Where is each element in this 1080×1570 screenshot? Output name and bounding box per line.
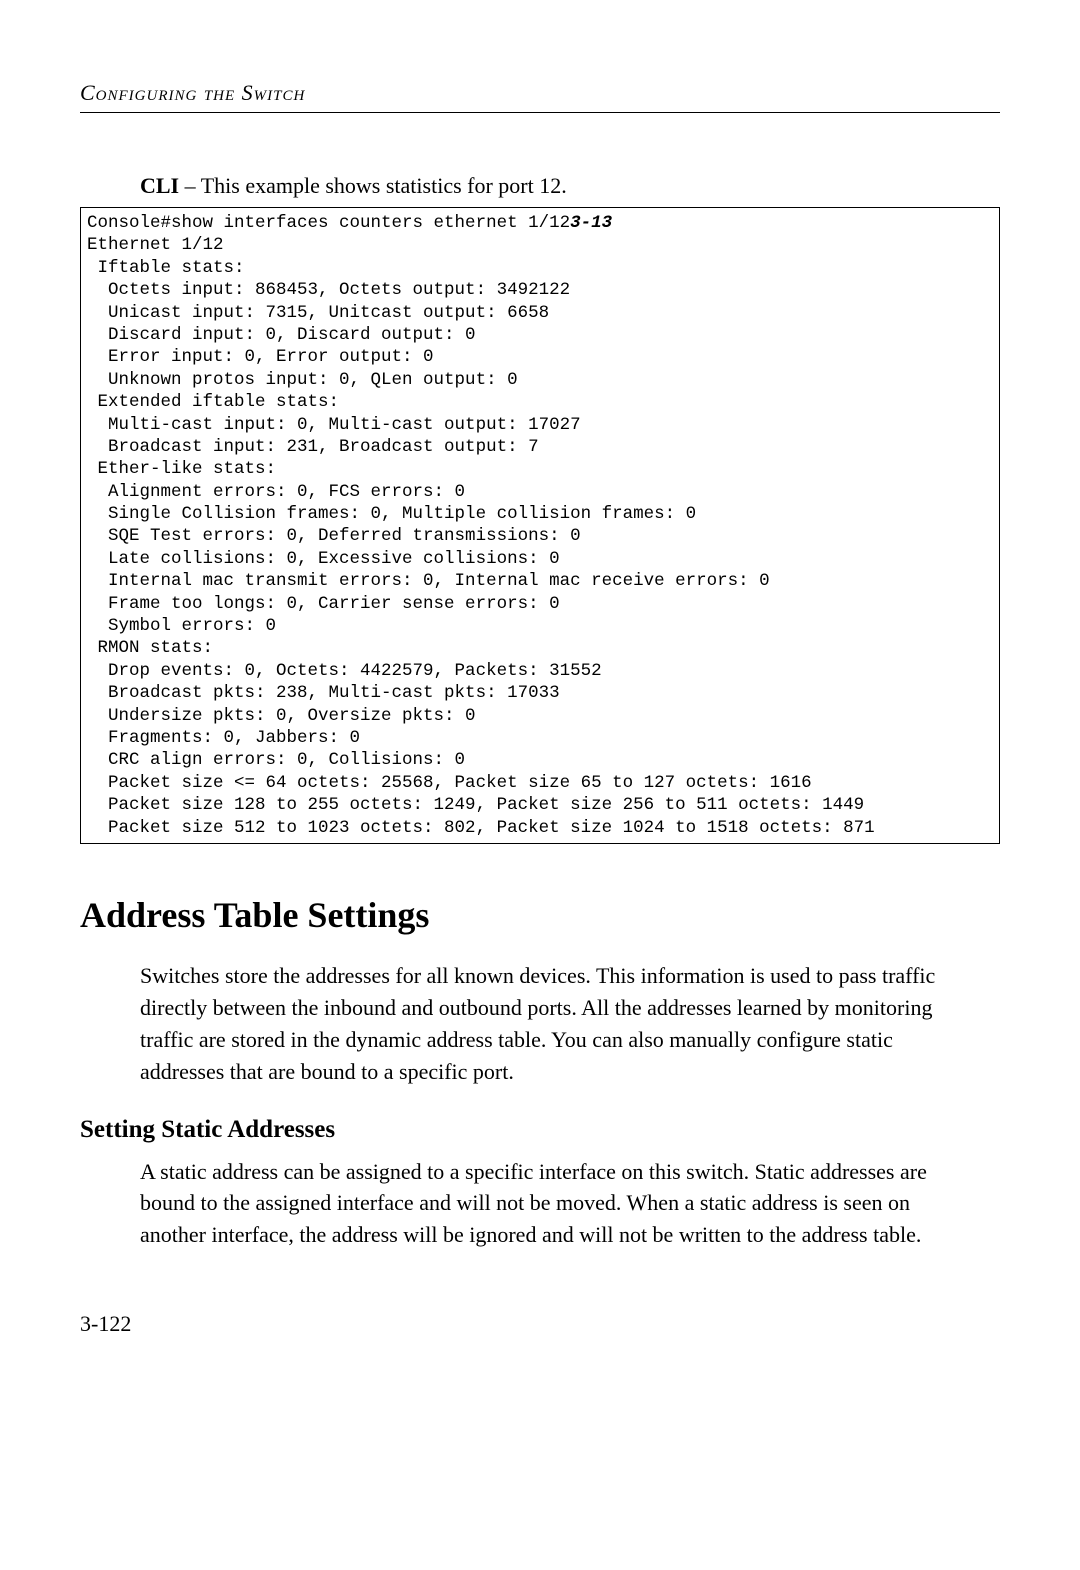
code-ref: 3-13 — [570, 213, 612, 233]
code-line-19: RMON stats: — [87, 638, 213, 658]
code-line-26: Packet size 128 to 255 octets: 1249, Pac… — [87, 795, 864, 815]
page: Configuring the Switch CLI – This exampl… — [0, 0, 1080, 1570]
code-line-9: Multi-cast input: 0, Multi-cast output: … — [87, 415, 581, 435]
code-line-3: Octets input: 868453, Octets output: 349… — [87, 280, 570, 300]
section-title: Address Table Settings — [80, 894, 1000, 936]
code-line-7: Unknown protos input: 0, QLen output: 0 — [87, 370, 518, 390]
code-line-24: CRC align errors: 0, Collisions: 0 — [87, 750, 465, 770]
cli-code-box: Console#show interfaces counters etherne… — [80, 207, 1000, 844]
code-line-21: Broadcast pkts: 238, Multi-cast pkts: 17… — [87, 683, 560, 703]
code-line-8: Extended iftable stats: — [87, 392, 339, 412]
code-line-27: Packet size 512 to 1023 octets: 802, Pac… — [87, 818, 875, 838]
code-line-1: Ethernet 1/12 — [87, 235, 224, 255]
running-head: Configuring the Switch — [80, 80, 1000, 113]
code-line-15: Late collisions: 0, Excessive collisions… — [87, 549, 560, 569]
subsection-paragraph: A static address can be assigned to a sp… — [140, 1156, 940, 1252]
cli-label: CLI — [140, 173, 179, 198]
cli-caption: CLI – This example shows statistics for … — [140, 173, 1000, 199]
code-line-0: Console#show interfaces counters etherne… — [87, 213, 570, 233]
code-line-5: Discard input: 0, Discard output: 0 — [87, 325, 476, 345]
code-line-25: Packet size <= 64 octets: 25568, Packet … — [87, 773, 812, 793]
running-title: Configuring the Switch — [80, 80, 305, 105]
cli-caption-text: – This example shows statistics for port… — [179, 173, 567, 198]
code-line-20: Drop events: 0, Octets: 4422579, Packets… — [87, 661, 602, 681]
code-line-13: Single Collision frames: 0, Multiple col… — [87, 504, 696, 524]
code-line-22: Undersize pkts: 0, Oversize pkts: 0 — [87, 706, 476, 726]
page-number: 3-122 — [80, 1311, 1000, 1337]
code-line-11: Ether-like stats: — [87, 459, 276, 479]
section-paragraph: Switches store the addresses for all kno… — [140, 960, 940, 1088]
code-line-17: Frame too longs: 0, Carrier sense errors… — [87, 594, 560, 614]
code-line-16: Internal mac transmit errors: 0, Interna… — [87, 571, 770, 591]
code-line-12: Alignment errors: 0, FCS errors: 0 — [87, 482, 465, 502]
code-line-4: Unicast input: 7315, Unitcast output: 66… — [87, 303, 549, 323]
code-line-10: Broadcast input: 231, Broadcast output: … — [87, 437, 539, 457]
code-line-14: SQE Test errors: 0, Deferred transmissio… — [87, 526, 581, 546]
code-line-18: Symbol errors: 0 — [87, 616, 276, 636]
code-line-2: Iftable stats: — [87, 258, 245, 278]
code-line-23: Fragments: 0, Jabbers: 0 — [87, 728, 360, 748]
subsection-title: Setting Static Addresses — [80, 1116, 1000, 1144]
code-line-6: Error input: 0, Error output: 0 — [87, 347, 434, 367]
